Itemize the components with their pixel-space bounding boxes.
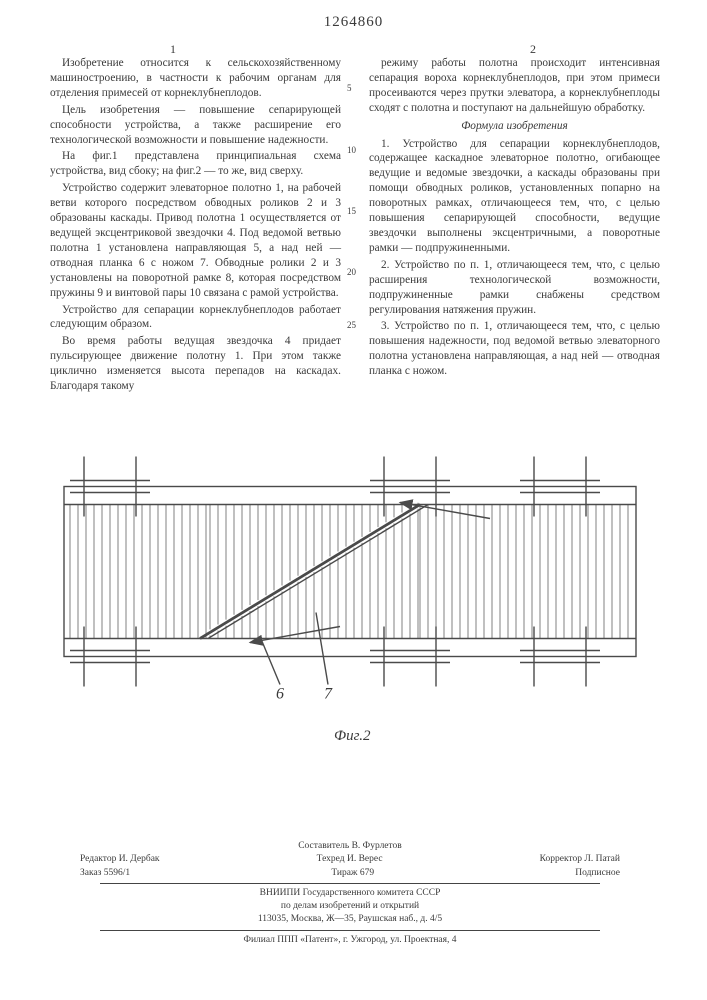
ref-label-6: 6 [276,686,284,703]
footer-editor: Редактор И. Дербак [80,853,160,866]
body-columns: Изобретение относится к сельскохозяйстве… [50,56,660,388]
left-column: Изобретение относится к сельскохозяйстве… [50,56,341,388]
claim: 3. Устройство по п. 1, отличающееся тем,… [369,319,660,379]
paragraph: режиму работы полотна происходит интенси… [369,56,660,116]
footer-corrector: Корректор Л. Патай [540,853,620,866]
footer-tech: Техред И. Верес [317,853,383,866]
footer-order: Заказ 5596/1 [80,867,130,880]
figure-label: Фиг.2 [334,728,370,745]
footer: Составитель В. Фурлетов Редактор И. Дерб… [40,840,660,947]
ref-label-7: 7 [324,686,333,703]
claim: 1. Устройство для сепарации корнеклубнеп… [369,137,660,256]
figure-svg: 6 7 [40,404,660,749]
paragraph: Устройство содержит элеваторное полотно … [50,181,341,300]
claims-heading: Формула изобретения [369,119,660,134]
footer-compiler: Составитель В. Фурлетов [40,840,660,853]
paragraph: На фиг.1 представлена принципиальная схе… [50,149,341,179]
doc-number: 1264860 [324,14,384,31]
footer-org: по делам изобретений и открытий [40,900,660,913]
paragraph: Изобретение относится к сельскохозяйстве… [50,56,341,101]
paragraph: Устройство для сепарации корнеклубнеплод… [50,303,341,333]
col-number-left: 1 [170,42,176,57]
col-number-right: 2 [530,42,536,57]
footer-sign: Подписное [575,867,620,880]
footer-address: Филиал ППП «Патент», г. Ужгород, ул. Про… [40,934,660,947]
figure-2: 6 7 [40,404,660,749]
right-column: режиму работы полотна происходит интенси… [369,56,660,388]
paragraph: Цель изобретения — повышение сепарирующе… [50,103,341,148]
claim: 2. Устройство по п. 1, отличающееся тем,… [369,258,660,318]
footer-org: ВНИИПИ Государственного комитета СССР [40,887,660,900]
footer-tirazh: Тираж 679 [331,867,374,880]
paragraph: Во время работы ведущая звездочка 4 прид… [50,334,341,394]
footer-address: 113035, Москва, Ж—35, Раушская наб., д. … [40,913,660,926]
